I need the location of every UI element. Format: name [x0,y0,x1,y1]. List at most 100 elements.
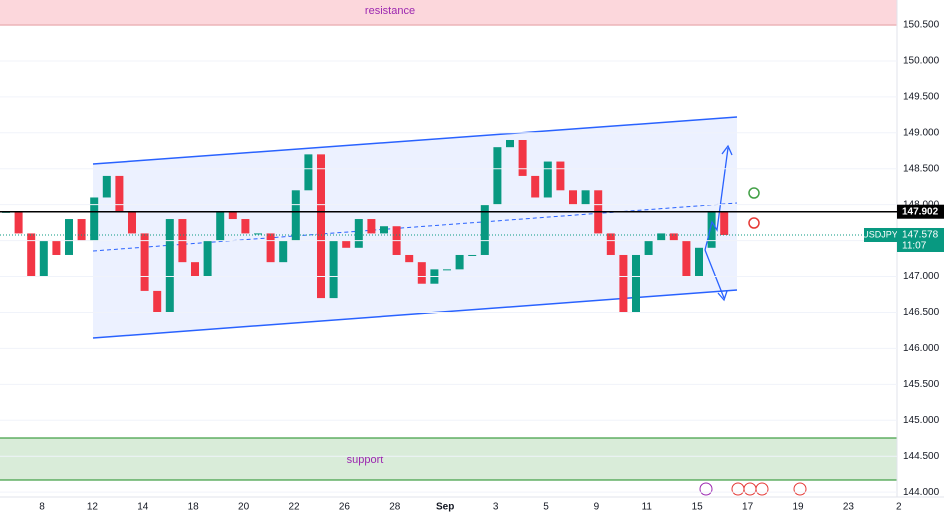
candle [279,240,288,263]
candle [480,204,489,255]
y-tick-label: 149.000 [903,127,940,138]
x-tick-label: 17 [742,502,754,513]
candle [329,240,338,299]
y-tick-label: 144.000 [903,487,940,498]
candle [254,233,262,235]
resistance-label: resistance [365,5,415,17]
y-tick-label: 147.000 [903,271,940,282]
candle [165,219,174,313]
candle [606,233,615,255]
symbol-box [864,227,897,242]
candle [493,147,502,205]
candle [455,254,464,270]
x-tick-label: 23 [843,502,855,513]
signal-circle [748,217,760,229]
candle [291,190,300,241]
candle [39,240,48,277]
candle [342,240,351,248]
x-tick-label: Sep [436,502,454,513]
countdown: 11:07 [902,241,927,252]
candle [140,233,149,291]
candle [657,233,666,241]
channel-upper [92,116,738,165]
y-tick-label: 145.000 [903,415,940,426]
y-tick-label: 149.500 [903,92,940,103]
candle [241,219,250,234]
candle [128,211,136,234]
candle [77,219,86,241]
candle [556,161,565,191]
candle [317,154,325,299]
channel-lower [92,289,738,339]
candle [695,247,703,277]
candle [228,211,237,220]
candle [216,211,225,241]
candle [720,211,729,235]
candle [506,139,514,148]
symbol-label: USDJPY [862,229,898,239]
projection-arrows [704,144,733,302]
y-tick-label: 150.000 [903,56,940,67]
x-tick-label: 8 [39,502,45,513]
channel-mid [92,202,738,252]
event-icons [699,482,807,496]
x-tick-label: 12 [87,502,99,513]
candle [304,154,313,191]
last-price-box [897,227,944,252]
candle [266,233,275,263]
candle [543,161,552,198]
candle [27,233,36,277]
candle [90,197,99,241]
y-tick-label: 150.500 [903,20,940,31]
candle [52,240,61,255]
candle [581,190,590,205]
x-tick-label: 18 [188,502,200,513]
x-tick-label: 20 [238,502,250,513]
x-tick-label: 22 [288,502,300,513]
candle [405,254,414,263]
candle [102,175,111,198]
x-tick-label: 9 [594,502,600,513]
horizontal-line-box [897,204,944,219]
candle [669,233,678,241]
y-tick-label: 145.500 [903,379,940,390]
x-tick-label: 2 [896,502,902,513]
candle [468,254,477,256]
x-tick-label: 3 [493,502,499,513]
candle [115,175,124,212]
candle [354,219,363,248]
candle [65,219,73,255]
y-tick-label: 146.000 [903,343,940,354]
candle [443,269,451,271]
candle [569,190,577,205]
x-tick-label: 11 [642,502,653,513]
support-zone [0,438,897,480]
y-tick-label: 144.500 [903,451,940,462]
signal-circle [748,187,760,199]
candle [203,240,212,277]
horizontal-line-label: 147.902 [902,206,939,217]
x-tick-label: 15 [692,502,704,513]
last-price-label: 147.578 [902,230,939,241]
candle [14,211,23,234]
candle [153,290,162,313]
x-tick-label: 5 [543,502,549,513]
x-tick-label: 26 [339,502,351,513]
candle [367,219,376,234]
support-label: support [347,454,384,466]
candle [191,262,199,277]
candle [632,254,640,313]
candle [619,254,628,313]
y-tick-label: 148.500 [903,163,940,174]
candle [417,262,426,284]
candle [644,240,653,255]
candle [518,139,527,176]
resistance-zone [0,0,897,25]
candle [380,226,388,234]
candle [531,175,540,198]
y-tick-label: 146.500 [903,307,940,318]
candle [682,240,691,277]
x-tick-label: 14 [137,502,149,513]
x-tick-label: 28 [389,502,401,513]
